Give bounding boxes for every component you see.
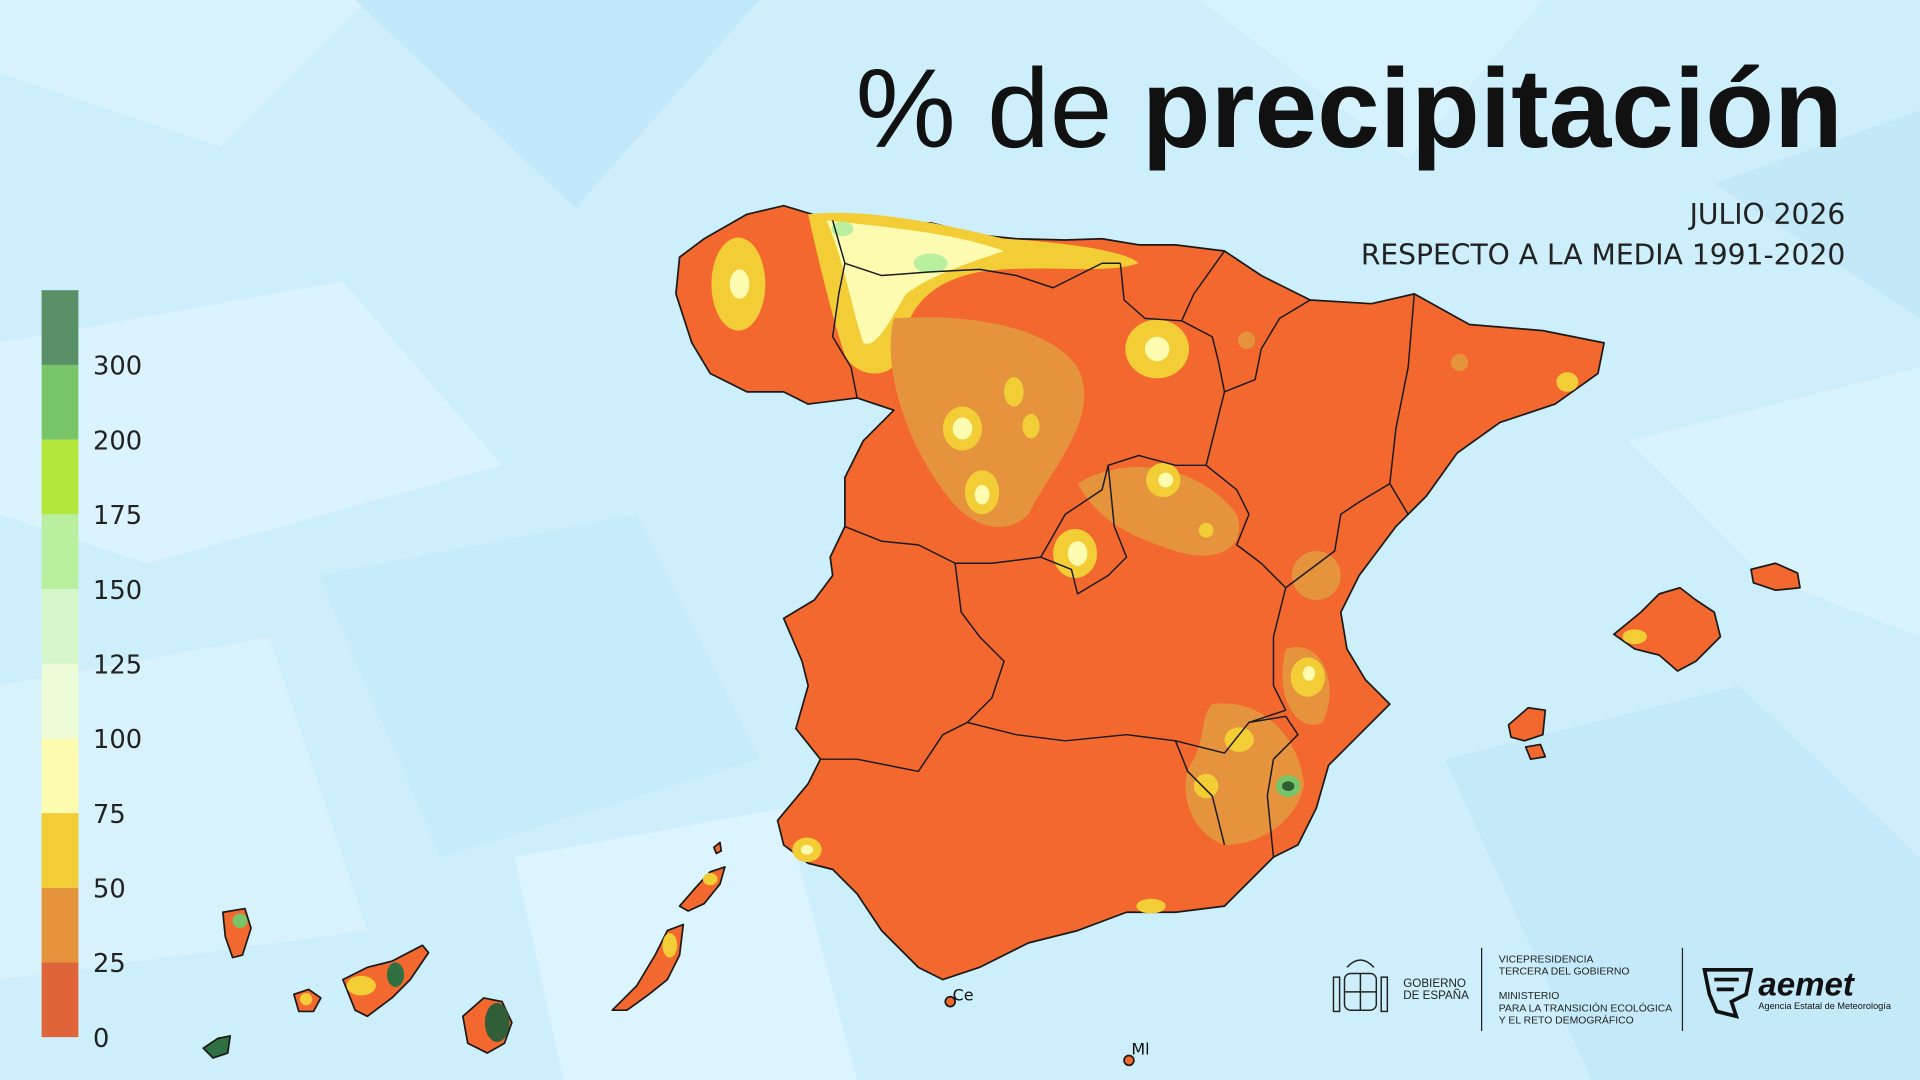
legend-label: 0 xyxy=(93,1024,109,1054)
subtitle: JULIO 2026 xyxy=(1688,198,1846,231)
autonomous-cities: Ce Ml xyxy=(944,985,1150,1067)
legend-swatch xyxy=(41,813,79,888)
vicepresidencia-line: TERCERA DEL GOBIERNO xyxy=(1499,967,1630,978)
legend-label: 125 xyxy=(93,650,142,680)
melilla-label: Ml xyxy=(1131,1039,1149,1058)
gobierno-line: GOBIERNO xyxy=(1403,977,1466,990)
ministerio-line: PARA LA TRANSICIÓN ECOLÓGICA xyxy=(1499,1001,1672,1014)
legend-swatch xyxy=(41,887,79,963)
legend-label: 200 xyxy=(93,426,142,456)
legend-swatch xyxy=(41,962,79,1038)
vicepresidencia-line: VICEPRESIDENCIA xyxy=(1499,954,1594,965)
gobierno-line: DE ESPAÑA xyxy=(1403,989,1469,1002)
legend-swatch xyxy=(41,290,79,365)
legend: 0 25 50 75 100 125 150 175 200 300 xyxy=(41,290,142,1054)
legend-label: 150 xyxy=(93,576,142,606)
balearic-islands xyxy=(1507,562,1801,761)
brand: aemet xyxy=(1758,967,1856,1004)
subtitle: RESPECTO A LA MEDIA 1991-2020 xyxy=(1361,238,1845,271)
legend-swatch xyxy=(41,588,79,664)
title-main: precipitación xyxy=(1142,45,1843,171)
legend-swatch xyxy=(41,738,79,814)
footer: GOBIERNO DE ESPAÑA VICEPRESIDENCIA TERCE… xyxy=(1332,947,1892,1032)
ceuta-dot xyxy=(944,995,956,1008)
ministerio-line: Y EL RETO DEMOGRÁFICO xyxy=(1499,1014,1634,1027)
melilla-dot xyxy=(1123,1054,1135,1067)
aemet-icon xyxy=(1702,967,1754,1019)
title-prefix: % de xyxy=(856,45,1113,171)
legend-swatch xyxy=(41,663,79,739)
agency: Agencia Estatal de Meteorología xyxy=(1758,1001,1891,1011)
legend-label: 300 xyxy=(93,352,142,382)
coat-of-arms xyxy=(1332,959,1389,1013)
legend-label: 100 xyxy=(93,725,142,755)
legend-swatch xyxy=(41,514,79,589)
legend-swatch xyxy=(41,439,79,515)
ministerio-line: MINISTERIO xyxy=(1499,991,1560,1002)
mainland-spain xyxy=(675,204,1605,981)
legend-label: 50 xyxy=(93,875,126,905)
canary-islands xyxy=(202,841,726,1059)
title: % de precipitación xyxy=(856,45,1843,171)
legend-swatch xyxy=(41,364,79,440)
legend-label: 75 xyxy=(93,800,126,830)
legend-label: 175 xyxy=(93,501,142,531)
ceuta-label: Ce xyxy=(953,985,974,1004)
legend-label: 25 xyxy=(93,949,126,979)
